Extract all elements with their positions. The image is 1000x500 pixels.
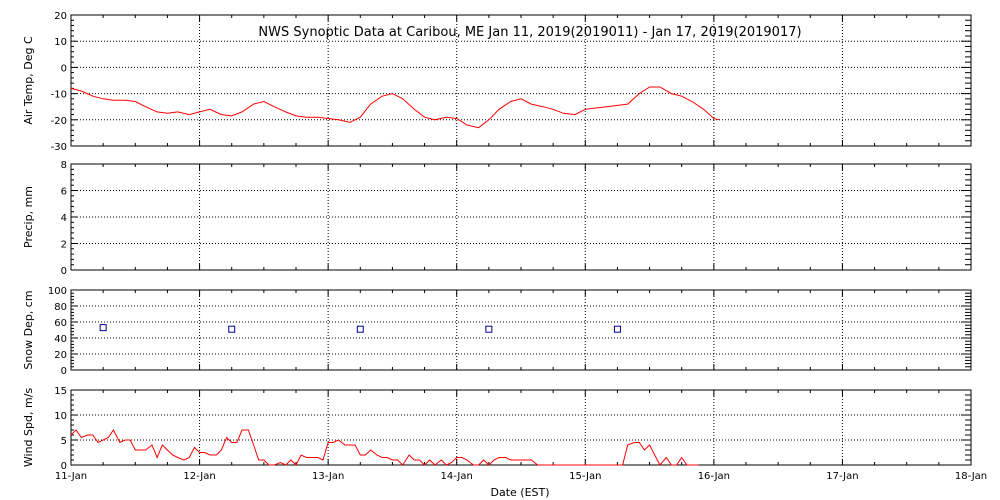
y-tick-label: 2	[61, 240, 67, 251]
panel-0: -30 -20 -10 0 10 20 Air Temp, Deg C	[22, 11, 972, 153]
chart-title: NWS Synoptic Data at Caribou, ME Jan 11,…	[258, 25, 801, 40]
x-tick-label: 12-Jan	[183, 471, 215, 482]
y-tick-label: 6	[61, 187, 67, 198]
x-tick-label: 16-Jan	[698, 471, 730, 482]
y-tick-label: -20	[51, 116, 67, 127]
y-tick-label: 60	[54, 318, 67, 329]
y-tick-label: 100	[48, 286, 67, 297]
y-tick-label: 0	[61, 461, 67, 472]
panel-3: 0 5 10 15 Wind Spd, m/s	[22, 386, 972, 472]
y-axis-label: Precip, mm	[22, 186, 35, 248]
panel-frame	[70, 289, 972, 371]
y-tick-label: -10	[51, 90, 67, 101]
x-tick-label: 11-Jan	[55, 471, 87, 482]
snow-depth-point	[485, 325, 493, 333]
y-tick-label: 10	[54, 37, 67, 48]
y-tick-label: 4	[61, 213, 67, 224]
y-tick-label: 15	[54, 386, 67, 397]
y-tick-label: 20	[54, 11, 67, 22]
x-tick-label: 18-Jan	[955, 471, 987, 482]
y-tick-label: 8	[61, 160, 67, 171]
y-tick-label: 0	[61, 366, 67, 377]
x-axis-label: Date (EST)	[490, 486, 549, 499]
snow-depth-point	[228, 325, 236, 333]
y-axis-label: Wind Spd, m/s	[22, 388, 35, 468]
series-line-0-0	[70, 86, 720, 129]
y-axis-label: Air Temp, Deg C	[22, 36, 35, 125]
snow-depth-point	[613, 325, 621, 333]
y-tick-label: 0	[61, 266, 67, 277]
y-tick-label: 20	[54, 350, 67, 361]
x-tick-labels: 11-Jan 12-Jan 13-Jan 14-Jan 15-Jan 16-Jan 17-J…	[55, 471, 987, 482]
series-line-3-0	[70, 429, 699, 466]
x-tick-label: 13-Jan	[312, 471, 344, 482]
panel-1: 0 2 4 6 8 Precip, mm	[22, 160, 972, 277]
x-tick-label: 15-Jan	[569, 471, 601, 482]
y-tick-label: 10	[54, 411, 67, 422]
y-axis-label: Snow Dep, cm	[22, 290, 35, 369]
y-tick-label: -30	[51, 142, 67, 153]
x-tick-label: 17-Jan	[826, 471, 858, 482]
y-tick-label: 5	[61, 436, 67, 447]
snow-depth-point	[356, 325, 364, 333]
chart-panels: -30 -20 -10 0 10 20 Air Temp, Deg C 0 2 4 6 8 Precip…	[22, 11, 987, 482]
panel-2: 0 20 40 60 80 100 Snow Dep, cm	[22, 286, 972, 377]
y-tick-label: 40	[54, 334, 67, 345]
snow-depth-point	[99, 324, 107, 332]
y-tick-label: 80	[54, 302, 67, 313]
y-tick-label: 0	[61, 63, 67, 74]
panel-frame	[70, 389, 972, 466]
x-tick-label: 14-Jan	[441, 471, 473, 482]
